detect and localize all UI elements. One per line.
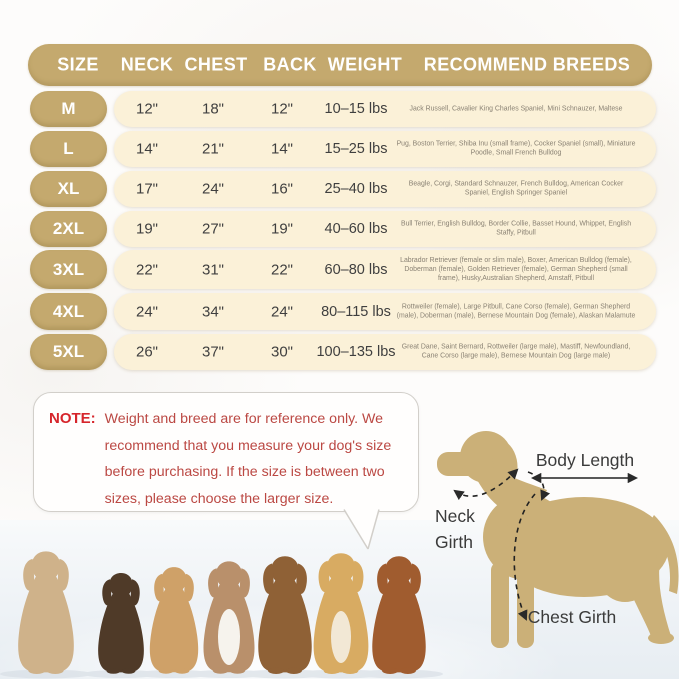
table-row: 3XL 22" 31" 22" 60–80 lbs Labrador Retri…: [0, 250, 679, 289]
neck-value: 24": [135, 303, 159, 320]
breeds-value: Jack Russell, Cavalier King Charles Span…: [409, 105, 623, 113]
weight-value: 100–135 lbs: [316, 344, 396, 360]
dogs-photo: [0, 551, 443, 679]
measurement-lines: [453, 468, 639, 621]
neck-value: 17": [135, 180, 159, 198]
size-cell: 5XL: [30, 334, 107, 370]
neck-girth-dash: [453, 468, 519, 501]
dog-photo-silhouette: [98, 573, 144, 674]
neck-value: 26": [135, 343, 159, 361]
back-value: 30": [270, 343, 294, 361]
row-values: 24" 34" 24" 80–115 lbs Rottweiler (femal…: [114, 293, 656, 330]
back-value: 14": [270, 140, 294, 158]
dog-photo-silhouette: [258, 556, 312, 674]
size-cell: M: [30, 91, 107, 127]
chest-value: 21": [201, 140, 225, 158]
neck-value: 14": [135, 140, 159, 158]
note-text: Weight and breed are for reference only.…: [104, 411, 392, 507]
table-row: 5XL 26" 37" 30" 100–135 lbs Great Dane, …: [0, 334, 679, 370]
chest-value: 24": [201, 180, 225, 198]
note-label: NOTE:: [49, 410, 96, 427]
chest-girth-label: Chest Girth: [528, 607, 617, 627]
column-header-chest: CHEST: [184, 54, 248, 75]
back-value: 12": [270, 100, 294, 118]
row-values: 14" 21" 14" 15–25 lbs Pug, Boston Terrie…: [114, 131, 656, 167]
note-bubble: NOTE: Weight and breed are for reference…: [33, 392, 419, 512]
column-header-breeds: RECOMMEND BREEDS: [423, 54, 631, 75]
breeds-value: Bull Terrier, English Bulldog, Border Co…: [400, 220, 632, 237]
row-values: 17" 24" 16" 25–40 lbs Beagle, Corgi, Sta…: [114, 171, 656, 207]
weight-value: 10–15 lbs: [324, 101, 388, 117]
breeds-value: Pug, Boston Terrier, Shiba Inu (small fr…: [396, 140, 636, 157]
size-cell: L: [30, 131, 107, 167]
neck-value: 19": [135, 220, 159, 238]
back-value: 22": [270, 261, 294, 278]
chest-value: 18": [201, 100, 225, 118]
breeds-value: Rottweiler (female), Large Pitbull, Cane…: [396, 303, 636, 320]
size-cell: XL: [30, 171, 107, 207]
chest-girth-dash: [513, 493, 536, 621]
neck-girth-label-line2: Girth: [435, 532, 473, 552]
column-header-size: SIZE: [57, 54, 99, 75]
size-cell: 3XL: [30, 250, 107, 289]
weight-value: 60–80 lbs: [324, 261, 388, 278]
breeds-value: Beagle, Corgi, Standard Schnauzer, Frenc…: [408, 180, 624, 197]
dog-measurement-diagram: Body Length Neck Girth Chest Girth: [435, 431, 679, 648]
neck-value: 22": [135, 261, 159, 278]
chest-value: 37": [201, 343, 225, 361]
weight-value: 15–25 lbs: [324, 141, 388, 157]
row-values: 12" 18" 12" 10–15 lbs Jack Russell, Cava…: [114, 91, 656, 127]
column-header-neck: NECK: [120, 54, 174, 75]
speech-bubble-tail-icon: [343, 508, 380, 550]
table-row: L 14" 21" 14" 15–25 lbs Pug, Boston Terr…: [0, 131, 679, 167]
table-header: SIZE NECK CHEST BACK WEIGHT RECOMMEND BR…: [28, 44, 652, 86]
weight-value: 80–115 lbs: [321, 303, 391, 320]
size-cell: 4XL: [30, 293, 107, 330]
chest-value: 34": [201, 303, 225, 320]
dog-photo-silhouette: [149, 567, 199, 674]
collie-chest-patch: [218, 609, 240, 665]
size-cell: 2XL: [30, 211, 107, 247]
breeds-value: Great Dane, Saint Bernard, Rottweiler (l…: [401, 343, 631, 360]
breeds-value: Labrador Retriever (female or slim male)…: [400, 256, 632, 283]
weight-value: 25–40 lbs: [324, 181, 388, 197]
back-value: 16": [270, 180, 294, 198]
chest-value: 27": [201, 220, 225, 238]
row-values: 22" 31" 22" 60–80 lbs Labrador Retriever…: [114, 250, 656, 289]
neck-value: 12": [135, 100, 159, 118]
chest-value: 31": [201, 261, 225, 278]
dog-photo-silhouette: [18, 551, 74, 674]
column-header-back: BACK: [263, 54, 317, 75]
column-header-weight: WEIGHT: [327, 54, 403, 75]
back-value: 19": [270, 220, 294, 238]
dog-shadows: [0, 669, 443, 679]
table-row: M 12" 18" 12" 10–15 lbs Jack Russell, Ca…: [0, 91, 679, 127]
neck-girth-label-line1: Neck: [435, 506, 475, 526]
table-row: 4XL 24" 34" 24" 80–115 lbs Rottweiler (f…: [0, 293, 679, 330]
weight-value: 40–60 lbs: [324, 221, 388, 237]
row-values: 26" 37" 30" 100–135 lbs Great Dane, Sain…: [114, 334, 656, 370]
back-value: 24": [270, 303, 294, 320]
row-values: 19" 27" 19" 40–60 lbs Bull Terrier, Engl…: [114, 211, 656, 247]
table-row: XL 17" 24" 16" 25–40 lbs Beagle, Corgi, …: [0, 171, 679, 207]
dog-silhouette: [437, 431, 679, 648]
retriever-chest-patch: [331, 611, 351, 663]
body-length-label: Body Length: [536, 450, 634, 470]
table-row: 2XL 19" 27" 19" 40–60 lbs Bull Terrier, …: [0, 211, 679, 247]
dog-photo-silhouette: [372, 556, 426, 674]
